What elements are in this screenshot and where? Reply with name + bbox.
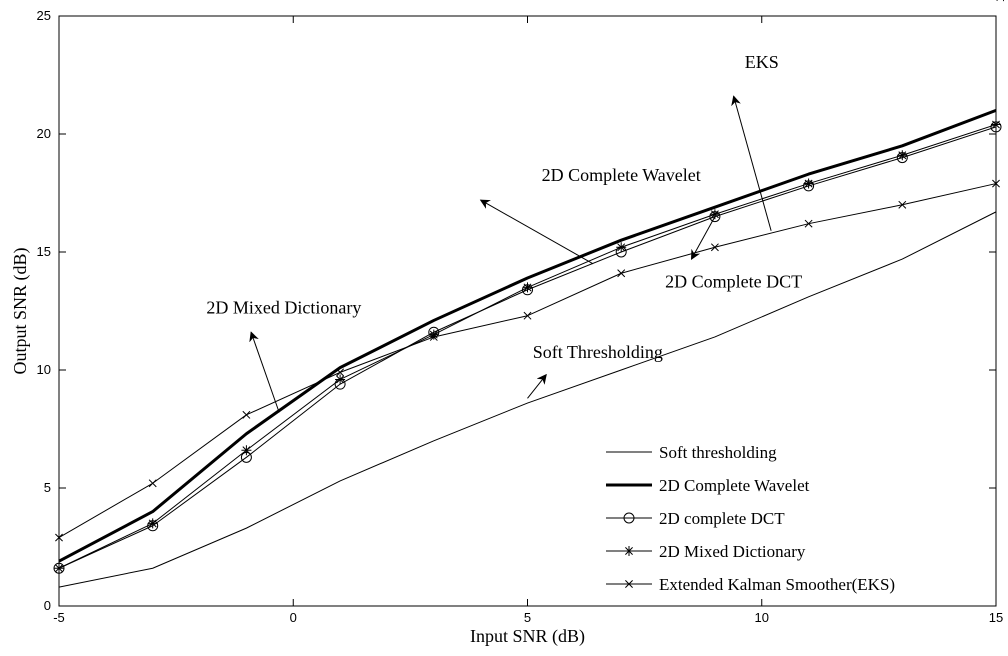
data-point-series-3 xyxy=(897,150,908,161)
x-tick-label: 0 xyxy=(290,610,297,625)
y-tick-label: 15 xyxy=(37,244,51,259)
y-tick-label: 20 xyxy=(37,126,51,141)
y-axis-label: Output SNR (dB) xyxy=(10,247,31,374)
data-point-series-3 xyxy=(991,119,1001,130)
data-point-series-4 xyxy=(710,243,719,252)
annotation-label: Soft Thresholding xyxy=(533,342,663,362)
legend-entry: 2D Mixed Dictionary xyxy=(659,542,806,561)
legend-entry: 2D complete DCT xyxy=(659,509,785,528)
y-tick-label: 5 xyxy=(44,480,51,495)
series-line-4 xyxy=(58,183,997,538)
data-point-series-3 xyxy=(428,329,439,340)
legend-entry: Extended Kalman Smoother(EKS) xyxy=(659,575,895,594)
data-point-series-4 xyxy=(242,410,251,419)
data-point-series-4 xyxy=(992,179,1000,188)
x-tick-label: 15 xyxy=(989,610,1003,625)
annotation-arrow xyxy=(731,95,772,231)
data-point-series-3 xyxy=(522,282,533,293)
data-point-series-3 xyxy=(709,209,720,220)
data-point-series-4 xyxy=(804,219,813,228)
annotation-arrow xyxy=(479,199,594,265)
y-tick-label: 25 xyxy=(37,8,51,23)
x-tick-label: -5 xyxy=(53,610,65,625)
annotation-label: 2D Complete DCT xyxy=(665,271,802,291)
x-tick-label: 5 xyxy=(524,610,531,625)
series-line-3 xyxy=(58,124,997,569)
data-point-series-4 xyxy=(898,200,907,209)
x-tick-label: 10 xyxy=(755,610,769,625)
data-point-series-4 xyxy=(617,269,626,278)
series-line-2 xyxy=(58,126,997,569)
annotation-arrow xyxy=(249,331,280,413)
data-point-series-3 xyxy=(616,242,627,253)
data-point-series-3 xyxy=(241,445,252,456)
annotation-label: 2D Complete Wavelet xyxy=(542,165,701,185)
data-point-series-3 xyxy=(54,563,64,574)
x-axis-label: Input SNR (dB) xyxy=(470,626,585,647)
series-line-1 xyxy=(58,108,997,563)
legend-marker-2 xyxy=(623,512,635,524)
annotation-arrow xyxy=(690,216,716,260)
legend-marker-3 xyxy=(624,546,634,556)
data-point-series-4 xyxy=(429,333,438,341)
plot-frame xyxy=(58,15,997,607)
annotation-label: 2D Mixed Dictionary xyxy=(206,297,361,317)
annotation-label: EKS xyxy=(745,52,779,72)
data-point-series-3 xyxy=(803,178,814,189)
annotation-arrow xyxy=(527,373,547,399)
data-point-series-3 xyxy=(147,518,158,529)
legend-entry: Soft thresholding xyxy=(659,443,777,462)
y-tick-label: 0 xyxy=(44,598,51,613)
data-point-series-4 xyxy=(148,479,157,488)
data-point-series-4 xyxy=(336,368,345,377)
data-point-series-3 xyxy=(335,374,346,385)
y-tick-label: 10 xyxy=(37,362,51,377)
data-point-series-4 xyxy=(523,311,532,320)
data-point-series-4 xyxy=(55,533,63,542)
legend-marker-4 xyxy=(625,580,633,588)
legend-entry: 2D Complete Wavelet xyxy=(659,476,810,495)
series-line-0 xyxy=(58,211,997,588)
corner-text: 1 xyxy=(993,0,1007,2)
